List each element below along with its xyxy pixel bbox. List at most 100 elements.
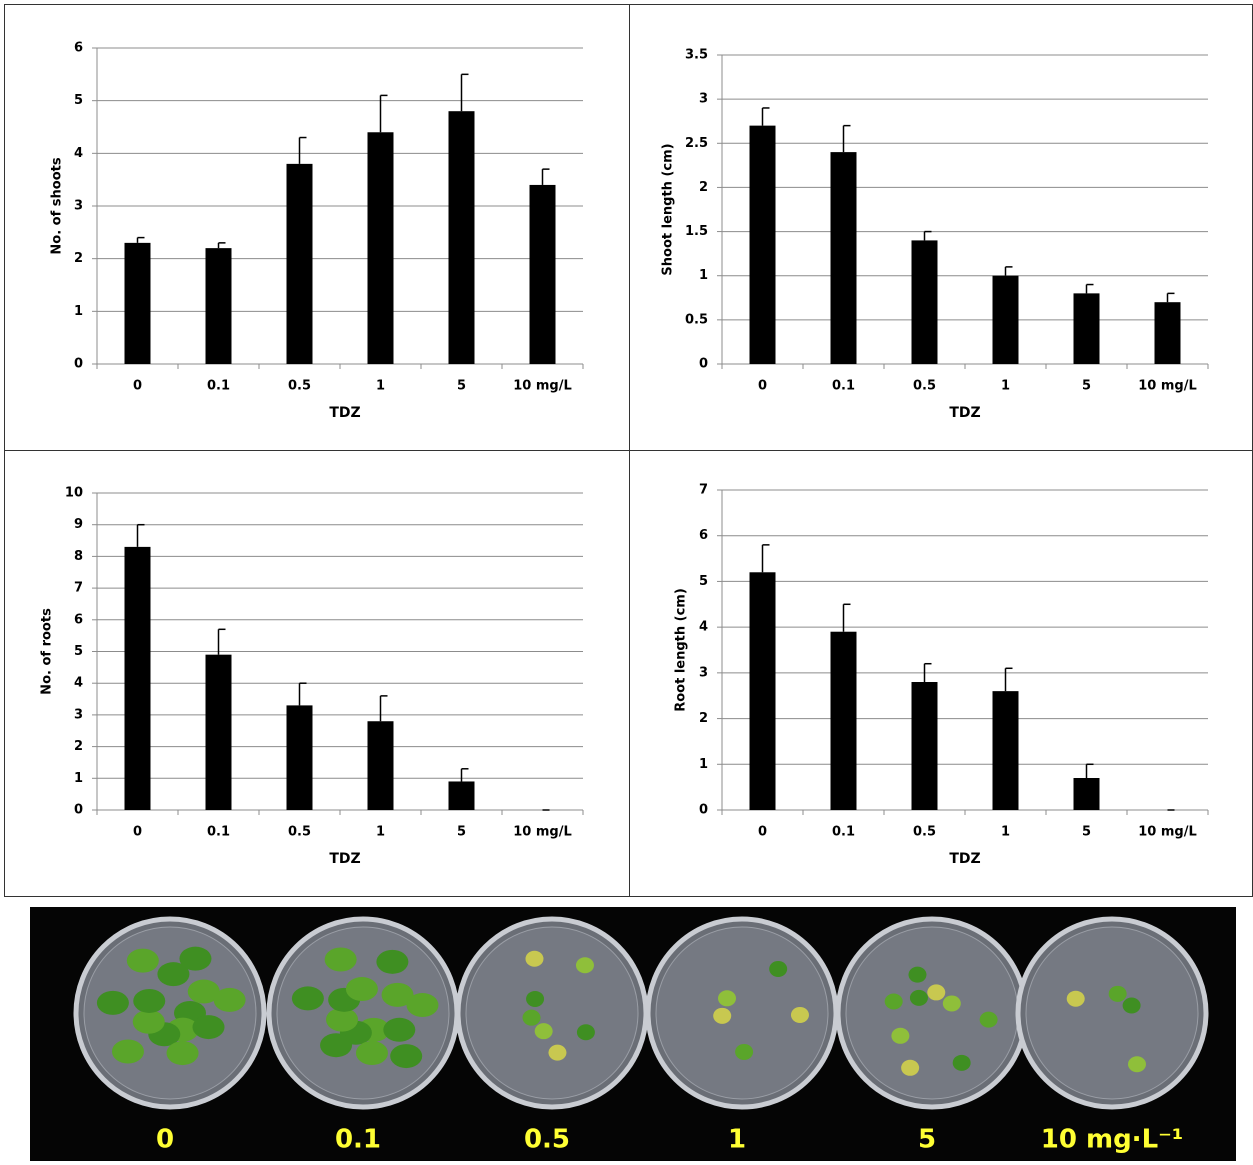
y-tick-label: 2	[74, 739, 83, 754]
x-axis-label: TDZ	[949, 405, 980, 421]
x-tick-label: 0.1	[207, 825, 230, 840]
photo-label: 10 mg·L⁻¹	[1041, 1125, 1184, 1155]
y-tick-label: 8	[74, 549, 83, 564]
y-tick-label: 1	[74, 771, 83, 786]
plantlet	[325, 947, 357, 971]
bar	[1155, 302, 1181, 364]
plantlet	[523, 1010, 541, 1026]
plantlet	[1067, 991, 1085, 1007]
plantlet	[791, 1007, 809, 1023]
y-tick-label: 0	[74, 357, 83, 372]
y-tick-label: 3.5	[685, 48, 708, 63]
page: 0 1 2 3 4 5 6 0 0.1 0.5 1 5 10 mg/L TDZ No. of shoots 0…	[0, 0, 1253, 1165]
plantlet	[526, 991, 544, 1007]
y-axis-label: Shoot length (cm)	[661, 143, 676, 275]
y-tick-label: 6	[74, 612, 83, 627]
bar	[1074, 293, 1100, 364]
bar	[287, 705, 313, 810]
bar	[993, 691, 1019, 810]
plantlet	[901, 1060, 919, 1076]
x-tick-label: 10 mg/L	[1138, 379, 1197, 394]
x-tick-label: 0.1	[207, 379, 230, 394]
plantlet	[577, 1024, 595, 1040]
y-tick-label: 2.5	[685, 136, 708, 151]
bar	[368, 132, 394, 364]
petri-dish-inner	[466, 927, 638, 1099]
x-tick-label: 0.5	[913, 825, 936, 840]
plantlet	[1123, 997, 1141, 1013]
y-tick-label: 1	[74, 304, 83, 319]
photo-label: 0.5	[524, 1125, 570, 1155]
y-tick-label: 0.5	[685, 312, 708, 327]
y-axis-label: No. of shoots	[50, 157, 65, 254]
x-tick-label: 1	[376, 825, 385, 840]
x-tick-label: 5	[457, 379, 466, 394]
x-tick-label: 0.5	[288, 825, 311, 840]
bar	[125, 547, 151, 810]
bar	[1074, 778, 1100, 810]
y-tick-label: 6	[699, 528, 708, 543]
y-tick-label: 2	[699, 180, 708, 195]
plantlet	[718, 990, 736, 1006]
y-tick-label: 7	[699, 483, 708, 498]
plantlet	[97, 991, 129, 1015]
x-tick-label: 1	[1001, 825, 1010, 840]
y-tick-label: 3	[74, 707, 83, 722]
plantlet	[943, 995, 961, 1011]
x-tick-label: 0	[133, 379, 142, 394]
plantlet	[910, 990, 928, 1006]
y-tick-label: 5	[699, 574, 708, 589]
bar	[449, 781, 475, 810]
x-tick-label: 0.5	[913, 379, 936, 394]
x-tick-label: 0	[758, 379, 767, 394]
x-tick-label: 5	[1082, 379, 1091, 394]
bar	[750, 572, 776, 810]
plantlet	[320, 1033, 352, 1057]
x-tick-label: 10 mg/L	[513, 825, 572, 840]
bar	[912, 240, 938, 364]
plantlet	[713, 1008, 731, 1024]
x-tick-label: 1	[376, 379, 385, 394]
bar	[750, 126, 776, 364]
x-tick-label: 0.5	[288, 379, 311, 394]
plantlet	[891, 1028, 909, 1044]
y-tick-label: 9	[74, 517, 83, 532]
plantlet	[292, 986, 324, 1010]
x-tick-label: 10 mg/L	[513, 379, 572, 394]
plantlet	[133, 1010, 165, 1034]
x-tick-label: 5	[1082, 825, 1091, 840]
x-tick-label: 10 mg/L	[1138, 825, 1197, 840]
y-tick-label: 10	[65, 486, 83, 501]
y-tick-label: 7	[74, 581, 83, 596]
y-tick-label: 3	[699, 665, 708, 680]
bar	[287, 164, 313, 364]
y-tick-label: 3	[74, 199, 83, 214]
plantlet	[376, 950, 408, 974]
x-tick-label: 0	[133, 825, 142, 840]
plantlet	[112, 1040, 144, 1064]
y-tick-label: 5	[74, 644, 83, 659]
photo-label: 0.1	[335, 1125, 381, 1155]
y-tick-label: 0	[699, 357, 708, 372]
bar	[831, 152, 857, 364]
plantlet	[576, 957, 594, 973]
x-tick-label: 0.1	[832, 379, 855, 394]
y-axis-label: Root length (cm)	[674, 588, 689, 712]
y-tick-label: 1.5	[685, 224, 708, 239]
plantlet	[390, 1044, 422, 1068]
photo-label: 0	[156, 1125, 174, 1155]
plantlet	[214, 988, 246, 1012]
plantlet	[356, 1041, 388, 1065]
plantlet	[133, 989, 165, 1013]
plantlet	[179, 947, 211, 971]
y-tick-label: 4	[74, 676, 83, 691]
plantlet	[535, 1023, 553, 1039]
bar	[831, 632, 857, 810]
x-axis-label: TDZ	[329, 851, 360, 867]
x-tick-label: 0.1	[832, 825, 855, 840]
plantlet	[406, 993, 438, 1017]
y-tick-label: 3	[699, 92, 708, 107]
bar	[449, 111, 475, 364]
y-tick-label: 0	[74, 803, 83, 818]
y-tick-label: 2	[699, 711, 708, 726]
